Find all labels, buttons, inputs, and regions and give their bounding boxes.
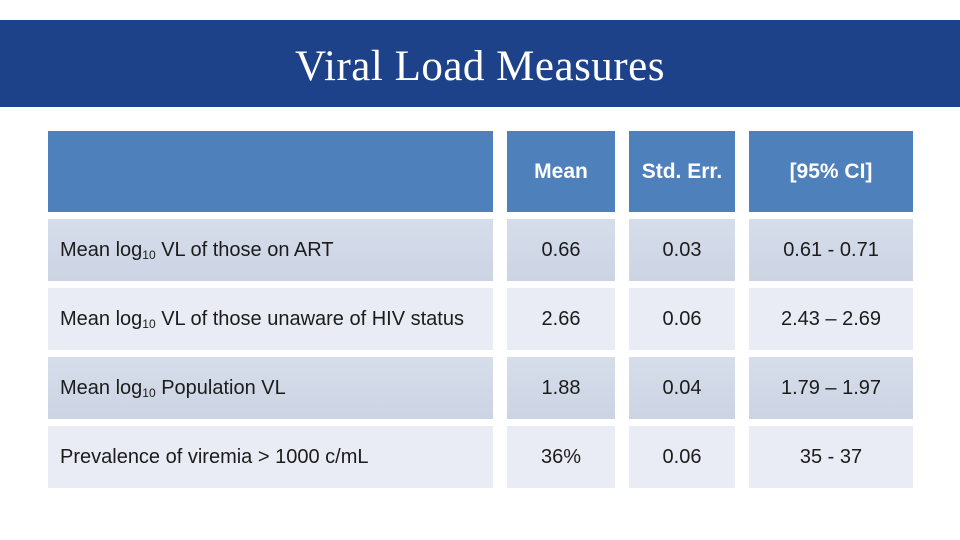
mean-value: 0.66 bbox=[507, 219, 615, 281]
row-label: Mean log10 VL of those on ART bbox=[48, 219, 493, 281]
row-label: Prevalence of viremia > 1000 c/mL bbox=[48, 426, 493, 488]
ci-value: 2.43 – 2.69 bbox=[749, 288, 913, 350]
row-label: Mean log10 VL of those unaware of HIV st… bbox=[48, 288, 493, 350]
column-header-mean: Mean bbox=[507, 131, 615, 212]
column-header-std-err: Std. Err. bbox=[629, 131, 735, 212]
ci-value: 1.79 – 1.97 bbox=[749, 357, 913, 419]
title-banner: Viral Load Measures bbox=[0, 20, 960, 107]
column-header-empty bbox=[48, 131, 493, 212]
mean-value: 1.88 bbox=[507, 357, 615, 419]
mean-value: 2.66 bbox=[507, 288, 615, 350]
viral-load-table: Mean Std. Err. [95% CI] Mean log10 VL of… bbox=[48, 131, 913, 488]
std-err-value: 0.06 bbox=[629, 288, 735, 350]
ci-value: 0.61 - 0.71 bbox=[749, 219, 913, 281]
row-label-text: Prevalence of viremia > 1000 c/mL bbox=[60, 445, 369, 468]
std-err-value: 0.03 bbox=[629, 219, 735, 281]
slide-title: Viral Load Measures bbox=[295, 43, 665, 90]
ci-value: 35 - 37 bbox=[749, 426, 913, 488]
std-err-value: 0.06 bbox=[629, 426, 735, 488]
row-label: Mean log10 Population VL bbox=[48, 357, 493, 419]
row-label-text: Mean log10 VL of those unaware of HIV st… bbox=[60, 307, 464, 331]
column-header-95ci: [95% CI] bbox=[749, 131, 913, 212]
mean-value: 36% bbox=[507, 426, 615, 488]
row-label-text: Mean log10 Population VL bbox=[60, 376, 286, 400]
std-err-value: 0.04 bbox=[629, 357, 735, 419]
row-label-text: Mean log10 VL of those on ART bbox=[60, 238, 334, 262]
